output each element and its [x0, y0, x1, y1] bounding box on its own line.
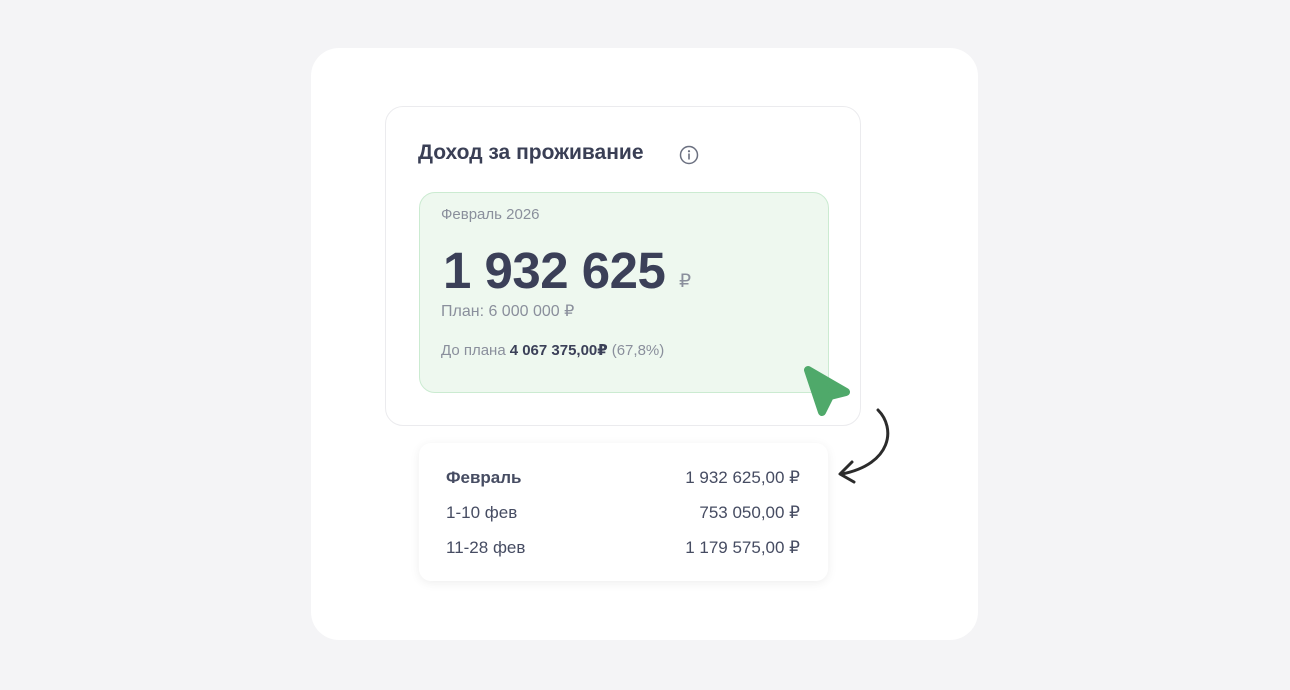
breakdown-row: 11-28 фев 1 179 575,00 ₽: [446, 538, 800, 558]
curved-arrow-icon: [838, 408, 890, 484]
breakdown-popup: Февраль 1 932 625,00 ₽ 1-10 фев 753 050,00…: [419, 443, 828, 581]
row-label: 1-10 фев: [446, 503, 518, 522]
breakdown-row: Февраль 1 932 625,00 ₽: [446, 468, 800, 488]
breakdown-row: 1-10 фев 753 050,00 ₽: [446, 503, 800, 523]
row-label: 11-28 фев: [446, 538, 526, 557]
info-icon[interactable]: [679, 145, 699, 165]
to-plan-label: До плана: [441, 342, 506, 359]
to-plan: До плана 4 067 375,00₽ (67,8%): [441, 341, 664, 359]
period-label: Февраль 2026: [441, 206, 540, 223]
to-plan-value: 4 067 375,00₽: [509, 342, 608, 359]
cursor-pointer-icon: [804, 366, 850, 416]
row-value: 1 179 575,00 ₽: [685, 538, 800, 557]
currency-symbol: ₽: [679, 271, 692, 292]
to-plan-percent: (67,8%): [611, 342, 665, 359]
plan-value: План: 6 000 000 ₽: [441, 303, 575, 320]
income-summary-box[interactable]: [419, 192, 829, 393]
income-amount: 1 932 625: [443, 242, 666, 299]
row-label: Февраль: [446, 468, 522, 487]
row-value: 1 932 625,00 ₽: [685, 468, 800, 487]
row-value: 753 050,00 ₽: [699, 503, 800, 522]
widget-title: Доход за проживание: [418, 141, 644, 164]
